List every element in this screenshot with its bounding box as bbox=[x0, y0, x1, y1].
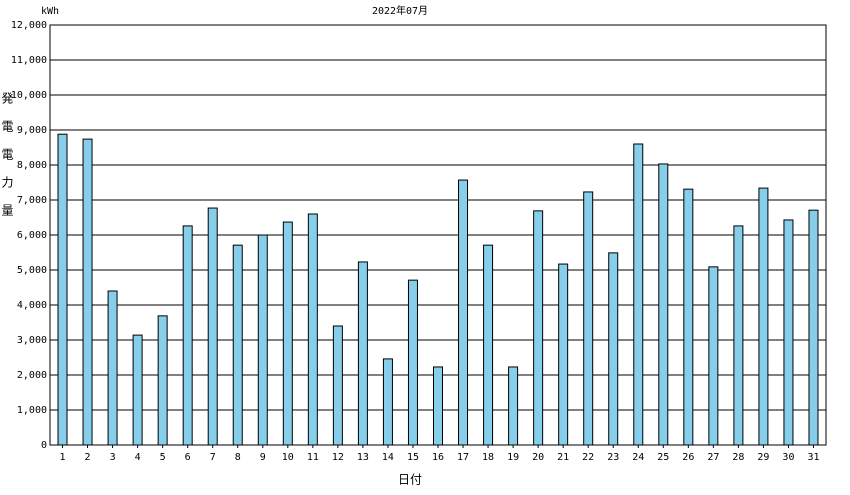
x-tick-label: 16 bbox=[432, 452, 444, 463]
bar bbox=[82, 138, 93, 446]
x-tick-label: 25 bbox=[657, 452, 669, 463]
x-tick-label: 31 bbox=[807, 452, 819, 463]
x-tick-label: 18 bbox=[482, 452, 494, 463]
bar bbox=[307, 213, 318, 446]
bar bbox=[382, 358, 393, 446]
x-tick-label: 2 bbox=[85, 452, 91, 463]
bar bbox=[182, 225, 193, 446]
bar bbox=[483, 244, 494, 446]
y-tick-label: 11,000 bbox=[11, 55, 47, 66]
x-tick-label: 5 bbox=[160, 452, 166, 463]
x-tick-label: 9 bbox=[260, 452, 266, 463]
y-tick-label: 0 bbox=[41, 440, 47, 451]
bar bbox=[558, 263, 569, 446]
x-tick-label: 29 bbox=[757, 452, 769, 463]
y-axis-label: 発電電力量 bbox=[0, 92, 14, 232]
x-tick-label: 19 bbox=[507, 452, 519, 463]
y-tick-label: 12,000 bbox=[11, 20, 47, 31]
bar bbox=[708, 266, 719, 446]
x-tick-label: 3 bbox=[110, 452, 116, 463]
x-tick-label: 7 bbox=[210, 452, 216, 463]
x-tick-label: 6 bbox=[185, 452, 191, 463]
bar bbox=[808, 209, 819, 446]
x-tick-label: 23 bbox=[607, 452, 619, 463]
x-tick-label: 11 bbox=[307, 452, 319, 463]
bar bbox=[207, 207, 218, 446]
x-tick-label: 10 bbox=[282, 452, 294, 463]
x-tick-label: 28 bbox=[732, 452, 744, 463]
y-tick-label: 9,000 bbox=[17, 125, 47, 136]
bar bbox=[583, 191, 594, 446]
x-tick-label: 26 bbox=[682, 452, 694, 463]
bar bbox=[232, 244, 243, 446]
x-tick-label: 27 bbox=[707, 452, 719, 463]
x-axis-label: 日付 bbox=[398, 473, 422, 487]
bar bbox=[157, 315, 168, 446]
bar bbox=[658, 163, 669, 446]
y-tick-label: 10,000 bbox=[11, 90, 47, 101]
x-tick-label: 15 bbox=[407, 452, 419, 463]
y-tick-label: 8,000 bbox=[17, 160, 47, 171]
x-tick-label: 8 bbox=[235, 452, 241, 463]
bar bbox=[282, 221, 293, 446]
bar bbox=[608, 252, 619, 446]
y-tick-label: 6,000 bbox=[17, 230, 47, 241]
bar bbox=[332, 325, 343, 446]
x-tick-label: 30 bbox=[782, 452, 794, 463]
x-tick-label: 17 bbox=[457, 452, 469, 463]
bar bbox=[107, 290, 118, 446]
chart-title: 2022年07月 bbox=[372, 4, 428, 17]
bar bbox=[458, 179, 469, 446]
x-tick-label: 21 bbox=[557, 452, 569, 463]
bar bbox=[57, 133, 68, 446]
x-tick-label: 4 bbox=[135, 452, 141, 463]
y-tick-label: 5,000 bbox=[17, 265, 47, 276]
bar bbox=[132, 334, 143, 446]
y-tick-label: 3,000 bbox=[17, 335, 47, 346]
x-tick-label: 12 bbox=[332, 452, 344, 463]
y-tick-label: 1,000 bbox=[17, 405, 47, 416]
bar bbox=[357, 261, 368, 446]
bar bbox=[407, 279, 418, 446]
y-unit: kWh bbox=[41, 6, 59, 17]
bar bbox=[683, 188, 694, 446]
x-tick-label: 13 bbox=[357, 452, 369, 463]
x-tick-label: 22 bbox=[582, 452, 594, 463]
x-tick-label: 24 bbox=[632, 452, 644, 463]
x-tick-label: 20 bbox=[532, 452, 544, 463]
bar bbox=[758, 187, 769, 446]
x-tick-label: 1 bbox=[60, 452, 66, 463]
bar bbox=[508, 366, 519, 446]
bar bbox=[733, 225, 744, 446]
y-tick-label: 2,000 bbox=[17, 370, 47, 381]
y-tick-label: 7,000 bbox=[17, 195, 47, 206]
bar bbox=[533, 210, 544, 446]
bar bbox=[783, 219, 794, 446]
bar bbox=[257, 234, 268, 446]
y-tick-label: 4,000 bbox=[17, 300, 47, 311]
bar bbox=[433, 366, 443, 446]
x-tick-label: 14 bbox=[382, 452, 394, 463]
bar bbox=[633, 143, 644, 446]
